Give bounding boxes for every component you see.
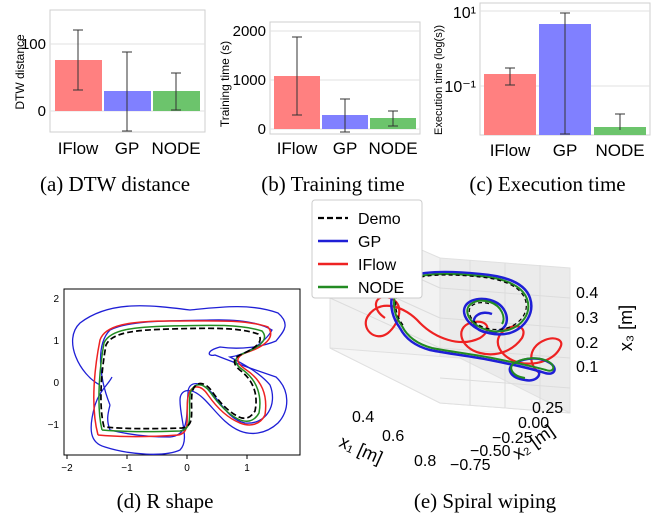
- y-tick-label: 0: [258, 121, 266, 138]
- x-tick-label: GP: [115, 139, 140, 158]
- x1-tick-label: 0.6: [382, 428, 404, 445]
- x3-tick-label: 0.2: [576, 335, 598, 352]
- bar-node: [594, 127, 646, 135]
- x1-axis-label: x₁ [m]: [336, 431, 385, 468]
- legend: Demo GP IFlow NODE: [311, 199, 423, 299]
- x-tick-label: IFlow: [490, 141, 531, 160]
- caption-c: (c) Execution time: [469, 172, 626, 196]
- y-axis-label: DTW distance: [13, 34, 27, 110]
- x-tick-label: IFlow: [277, 139, 318, 158]
- series-iflow: [93, 320, 272, 438]
- x2-tick-label: −0.25: [492, 430, 533, 447]
- series-demo: [100, 327, 261, 430]
- x-tick-label: GP: [553, 141, 578, 160]
- x3-axis-label: x₃ [m]: [616, 305, 636, 351]
- pane: [329, 347, 571, 414]
- x-tick-label: −2: [61, 463, 73, 474]
- x1-tick-label: 0.4: [352, 409, 374, 426]
- chart-spiral-wiping: Demo GP IFlow NODE 0.4 0.3 0.2 0.1 x₃ [m…: [311, 199, 636, 474]
- legend-label-iflow: IFlow: [358, 257, 397, 274]
- y-tick-label: 1: [53, 336, 59, 347]
- y-tick-label: −1: [48, 420, 60, 431]
- legend-label-demo: Demo: [358, 211, 401, 228]
- series-gp: [390, 270, 556, 382]
- y-tick-label: 2000: [233, 23, 266, 40]
- x2-tick-label: −0.75: [450, 457, 491, 474]
- x3-tick-label: 0.3: [576, 310, 598, 327]
- y-tick-label: 0: [53, 378, 59, 389]
- caption-d: (d) R shape: [116, 489, 214, 513]
- x2-tick-label: 0.25: [532, 400, 563, 417]
- error-bars: [292, 36, 398, 133]
- series-node: [98, 324, 266, 433]
- series-iflow: [364, 295, 563, 374]
- chart-dtw-distance: 100 0 DTW distance IFlow GP NODE: [13, 9, 206, 158]
- error-bars: [505, 12, 625, 135]
- x-tick-label: NODE: [368, 139, 417, 158]
- y-tick-label: 1000: [233, 72, 266, 89]
- legend-label-node: NODE: [358, 280, 404, 297]
- error-bars: [73, 29, 181, 132]
- y-tick-label: 0: [38, 103, 46, 120]
- x-tick-label: 1: [244, 463, 250, 474]
- series-demo: [395, 274, 527, 331]
- x-tick-label: NODE: [151, 139, 200, 158]
- y-tick-label: 2: [53, 294, 59, 305]
- x3-tick-label: 0.4: [576, 285, 598, 302]
- x-tick-label: IFlow: [58, 139, 99, 158]
- caption-a: (a) DTW distance: [39, 172, 191, 196]
- caption-b: (b) Training time: [261, 172, 405, 196]
- y-tick-label: 10¹: [453, 5, 476, 22]
- x1-tick-label: 0.8: [414, 453, 436, 470]
- chart-execution-time: 10¹ 10⁻¹ Execution time (log(s)) IFlow G…: [433, 2, 651, 160]
- chart-training-time: 2000 1000 0 Training time (s) IFlow GP N…: [218, 21, 421, 158]
- x-tick-label: 0: [184, 463, 190, 474]
- caption-e: (e) Spiral wiping: [413, 489, 557, 513]
- x-tick-label: GP: [333, 139, 358, 158]
- x-tick-label: NODE: [595, 141, 644, 160]
- chart-r-shape: −2 −1 0 1 2 1 0 −1: [48, 288, 301, 474]
- x2-tick-label: 0.00: [518, 415, 549, 432]
- legend-label-gp: GP: [358, 234, 381, 251]
- series-gp: [71, 305, 288, 455]
- x-ticks: [66, 455, 248, 459]
- x-tick-label: −1: [121, 463, 133, 474]
- y-axis-label: Execution time (log(s)): [433, 25, 445, 135]
- y-axis-label: Training time (s): [218, 41, 232, 127]
- x2-tick-label: −0.50: [470, 443, 511, 460]
- y-tick-label: 100: [21, 36, 46, 53]
- x3-tick-label: 0.1: [576, 359, 598, 376]
- y-tick-label: 10⁻¹: [444, 79, 476, 96]
